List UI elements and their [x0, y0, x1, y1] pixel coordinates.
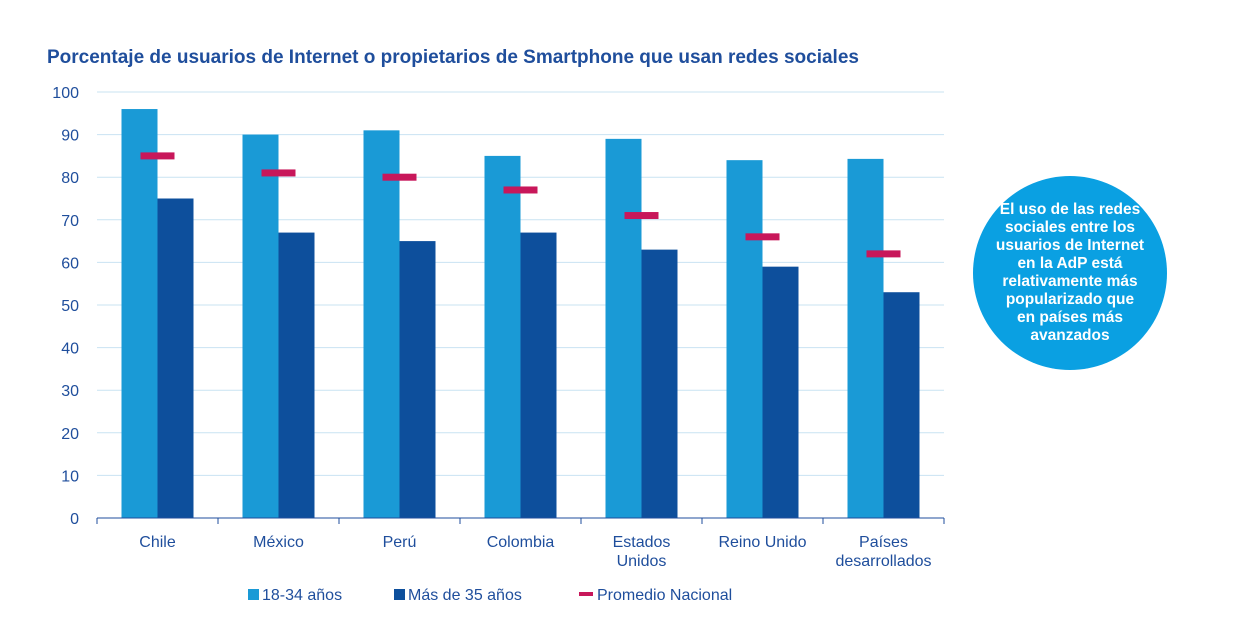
- legend: 18-34 años Más de 35 años Promedio Naciona…: [248, 587, 732, 604]
- x-category-label: Colombia: [487, 534, 555, 551]
- legend-item-promedio-swatch: [579, 592, 593, 596]
- bar-35-plus: [278, 232, 315, 518]
- y-tick-label: 0: [70, 511, 79, 528]
- y-tick-label: 90: [61, 128, 79, 145]
- average-marker: [140, 152, 175, 160]
- legend-item-promedio-label: Promedio Nacional: [597, 587, 732, 604]
- callout-bubble: El uso de las redes sociales entre los u…: [973, 176, 1167, 370]
- bar-18-34: [726, 160, 763, 518]
- bar-35-plus: [641, 249, 678, 518]
- x-category-label: Unidos: [617, 553, 667, 570]
- bar-18-34: [605, 138, 642, 519]
- callout-text: El uso de las redes sociales entre los u…: [995, 201, 1145, 344]
- bar-18-34: [484, 155, 521, 518]
- x-category-label: Reino Unido: [718, 534, 806, 551]
- y-tick-label: 70: [61, 213, 79, 230]
- y-tick-label: 20: [61, 426, 79, 443]
- chart-title: Porcentaje de usuarios de Internet o pro…: [47, 47, 859, 68]
- bar-18-34: [847, 158, 884, 518]
- bars: [121, 109, 920, 519]
- y-tick-label: 30: [61, 383, 79, 400]
- bar-35-plus: [520, 232, 557, 518]
- y-tick-label: 10: [61, 468, 79, 485]
- legend-item-18-34-label: 18-34 años: [262, 587, 342, 604]
- y-tick-label: 100: [52, 85, 79, 102]
- x-category-label: Estados: [613, 534, 671, 551]
- x-category-label: Países: [859, 534, 908, 551]
- bar-18-34: [363, 130, 400, 518]
- x-axis: Chile México Perú Colombia Estados Unidos Rein…: [96, 517, 945, 570]
- average-marker: [382, 173, 417, 181]
- average-marker: [503, 186, 538, 194]
- average-marker: [261, 169, 296, 177]
- bar-18-34: [121, 109, 158, 518]
- legend-item-35-plus-swatch: [394, 589, 405, 600]
- average-markers: [140, 152, 901, 258]
- average-marker: [745, 233, 780, 241]
- bar-35-plus: [157, 198, 194, 518]
- x-category-label: desarrollados: [835, 553, 931, 570]
- y-tick-label: 50: [61, 298, 79, 315]
- average-marker: [624, 212, 659, 220]
- y-tick-label: 40: [61, 341, 79, 358]
- bar-35-plus: [399, 241, 436, 518]
- legend-item-18-34-swatch: [248, 589, 259, 600]
- x-category-label: México: [253, 534, 304, 551]
- y-axis: 0 10 20 30 40 50 60 70 80 90 100: [52, 85, 79, 528]
- average-marker: [866, 250, 901, 258]
- x-category-label: Chile: [139, 534, 176, 551]
- legend-item-35-plus-label: Más de 35 años: [408, 587, 522, 604]
- bar-35-plus: [762, 266, 799, 518]
- bar-18-34: [242, 134, 279, 518]
- x-category-label: Perú: [383, 534, 417, 551]
- y-tick-label: 80: [61, 170, 79, 187]
- y-tick-label: 60: [61, 255, 79, 272]
- bar-35-plus: [883, 292, 920, 518]
